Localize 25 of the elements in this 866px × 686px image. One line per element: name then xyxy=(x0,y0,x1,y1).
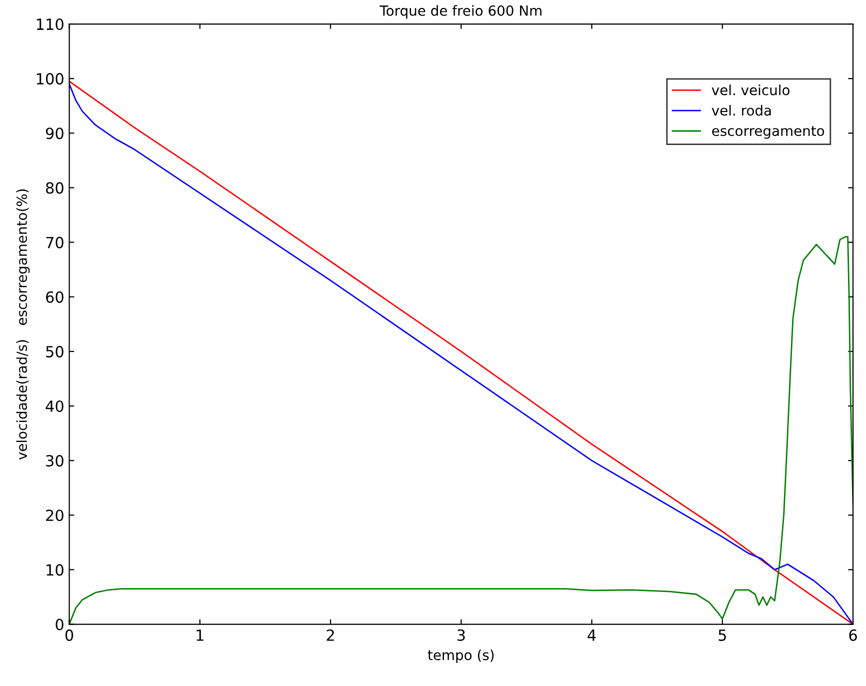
x-tick-label: 0 xyxy=(65,629,74,641)
x-tick-label: 5 xyxy=(718,630,726,641)
y-tick-label: 90 xyxy=(46,128,64,140)
x-tick-label: 6 xyxy=(849,629,857,641)
x-tick-label: 2 xyxy=(326,629,334,641)
y-tick-label: 0 xyxy=(56,618,64,630)
legend-label: vel. roda xyxy=(712,104,771,116)
legend-label: escorregamento xyxy=(712,126,824,139)
y-tick-label: 20 xyxy=(46,510,64,522)
y-tick-label: 60 xyxy=(46,291,64,303)
x-axis-title: tempo (s) xyxy=(428,649,494,663)
y-tick-label: 40 xyxy=(46,400,64,412)
x-tick-label: 1 xyxy=(196,630,204,641)
y-axis-title: velocidade(rad/s) escorregamento(%) xyxy=(16,189,30,460)
legend-label: vel. veiculo xyxy=(712,84,790,96)
y-tick-label: 110 xyxy=(36,18,64,30)
y-tick-label: 50 xyxy=(46,346,64,358)
chart-title: Torque de freio 600 Nm xyxy=(380,5,542,19)
y-tick-label: 30 xyxy=(46,455,64,467)
x-tick-label: 3 xyxy=(457,629,465,641)
x-tick-label: 4 xyxy=(588,630,596,641)
y-tick-label: 70 xyxy=(46,236,64,248)
y-tick-label: 100 xyxy=(36,73,64,85)
y-tick-label: 80 xyxy=(46,182,64,194)
y-tick-label: 10 xyxy=(46,564,64,576)
